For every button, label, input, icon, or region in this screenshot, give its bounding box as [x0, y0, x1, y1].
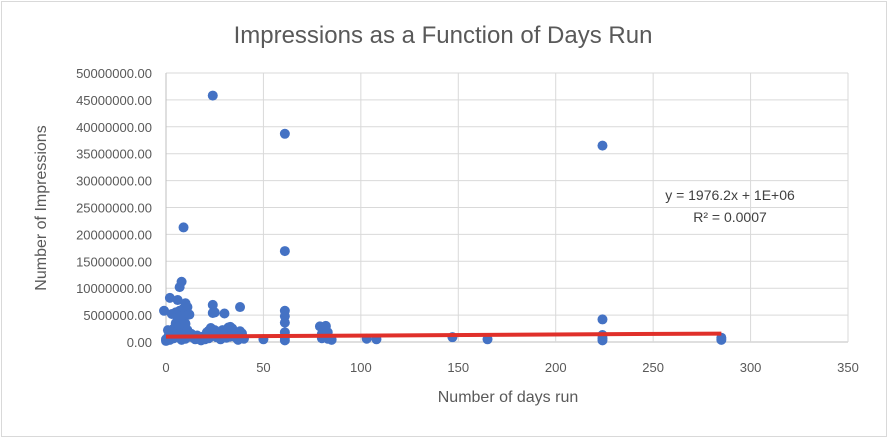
y-tick-label: 40000000.00: [76, 120, 152, 135]
x-tick-label: 0: [162, 360, 169, 375]
y-axis-ticks: 0.00 5000000.00 10000000.00 15000000.00 2000…: [76, 66, 152, 350]
y-tick-label: 30000000.00: [76, 174, 152, 189]
gridlines: [165, 72, 849, 343]
data-point: [597, 140, 608, 151]
trendline-group: [165, 331, 722, 339]
data-point: [209, 307, 220, 318]
x-tick-label: 200: [545, 360, 567, 375]
x-axis-label: Number of days run: [438, 389, 579, 406]
data-point: [716, 334, 727, 345]
data-point: [176, 276, 187, 287]
y-tick-label: 25000000.00: [76, 201, 152, 216]
y-tick-label: 45000000.00: [76, 93, 152, 108]
y-tick-label: 10000000.00: [76, 281, 152, 296]
x-tick-label: 100: [350, 360, 372, 375]
data-point: [279, 317, 290, 328]
chart-title: Impressions as a Function of Days Run: [234, 22, 653, 49]
trendline-r-squared: R² = 0.0007: [693, 209, 767, 225]
data-point: [172, 295, 183, 306]
x-tick-label: 50: [256, 360, 270, 375]
data-point: [178, 222, 189, 233]
x-tick-label: 150: [447, 360, 469, 375]
data-point: [597, 314, 608, 325]
x-tick-label: 250: [642, 360, 664, 375]
x-tick-label: 300: [740, 360, 762, 375]
y-tick-label: 15000000.00: [76, 254, 152, 269]
data-point: [219, 308, 230, 319]
data-point: [184, 309, 195, 320]
data-point: [164, 292, 175, 303]
data-point: [597, 335, 608, 346]
trendline-equation: y = 1976.2x + 1E+06: [665, 187, 795, 203]
data-point: [235, 302, 246, 313]
y-tick-label: 20000000.00: [76, 227, 152, 242]
x-axis-ticks: 0 50 100 150 200 250 300 350: [162, 360, 858, 375]
data-point: [182, 302, 193, 313]
data-point: [279, 128, 290, 139]
y-axis-label: Number of Impressions: [33, 125, 50, 290]
y-tick-label: 5000000.00: [83, 308, 152, 323]
x-tick-label: 350: [837, 360, 859, 375]
y-tick-label: 35000000.00: [76, 147, 152, 162]
data-point: [207, 299, 218, 310]
y-tick-label: 50000000.00: [76, 66, 152, 81]
y-tick-label: 0.00: [127, 335, 152, 350]
trendline: [165, 331, 722, 339]
data-point: [279, 246, 290, 257]
data-point: [207, 90, 218, 101]
data-point: [159, 305, 170, 316]
